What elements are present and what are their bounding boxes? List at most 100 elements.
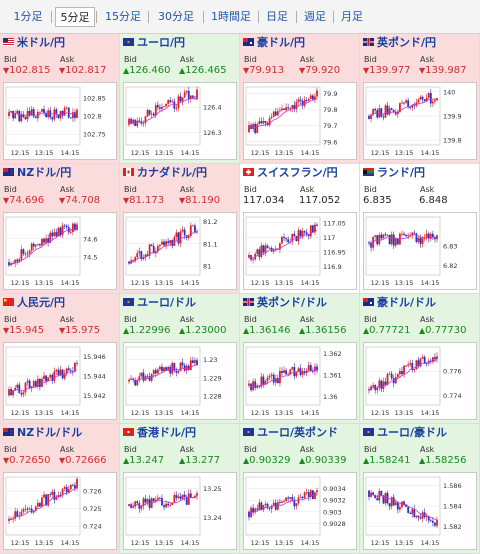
pair-name[interactable]: ユーロ/円: [137, 36, 186, 49]
nz-flag-icon: [3, 168, 14, 176]
chart-area[interactable]: 81.2 81.1 81 12:15 13:15 14:15: [123, 212, 237, 290]
chart-area[interactable]: 79.9 79.8 79.7 79.6 12:15 13:15 14:15: [243, 82, 357, 160]
candle-body: [28, 508, 31, 510]
rate-panel[interactable]: ランド/円 Bid Ask 6.835 6.848 6.83 6.82 12:15 13:15 1…: [360, 164, 480, 294]
candle-body: [41, 238, 43, 246]
pair-header[interactable]: 人民元/円: [3, 296, 117, 310]
chart-area[interactable]: 1.362 1.361 1.36 12:15 13:15 14:15: [243, 342, 357, 420]
pair-header[interactable]: 豪ドル/円: [243, 36, 357, 50]
chart-area[interactable]: 1.586 1.584 1.582 12:15 13:15 14:15: [363, 472, 477, 550]
chart-area[interactable]: 1.23 1.229 1.228 12:15 13:15 14:15: [123, 342, 237, 420]
pair-name[interactable]: カナダドル/円: [137, 166, 208, 179]
rate-panel[interactable]: 英ポンド/ドル Bid Ask ▲1.36146 ▲1.36156 1.362 1.361 1…: [240, 294, 360, 424]
rate-panel[interactable]: 人民元/円 Bid Ask ▼15.945 ▼15.975 15.946 15.944 15.…: [0, 294, 120, 424]
chart-area[interactable]: 126.4 126.3 12:15 13:15 14:15: [123, 82, 237, 160]
candle-body: [14, 259, 17, 264]
pair-name[interactable]: 豪ドル/ドル: [377, 296, 437, 309]
rate-panel[interactable]: 豪ドル/円 Bid Ask ▼79.913 ▼79.920 79.9 79.8 79.7 79.…: [240, 34, 360, 164]
pair-header[interactable]: 米ドル/円: [3, 36, 117, 50]
pair-header[interactable]: NZドル/ドル: [3, 426, 117, 440]
pair-header[interactable]: ユーロ/英ポンド: [243, 426, 357, 440]
rate-panel[interactable]: カナダドル/円 Bid Ask ▼81.173 ▼81.190 81.2 81.1 81 12:…: [120, 164, 240, 294]
pair-name[interactable]: 香港ドル/円: [137, 426, 197, 439]
bid-label: Bid: [364, 185, 377, 194]
pair-name[interactable]: NZドル/円: [17, 166, 72, 179]
bid-label: Bid: [4, 315, 17, 324]
candle-body: [69, 231, 72, 233]
chart-area[interactable]: 117.05 117 116.95 116.9 12:15 13:15 14:15: [243, 212, 357, 290]
candle-body: [175, 232, 178, 237]
candle-body: [185, 497, 188, 505]
tab-7[interactable]: 週足: [304, 10, 326, 23]
pair-header[interactable]: カナダドル/円: [123, 166, 237, 180]
pair-name[interactable]: 米ドル/円: [17, 36, 66, 49]
up-arrow-icon: ▲: [243, 326, 250, 335]
pair-name[interactable]: 人民元/円: [17, 296, 66, 309]
rate-panel[interactable]: NZドル/円 Bid Ask ▼74.696 ▼74.708 74.6 74.5 12:15 1…: [0, 164, 120, 294]
pair-header[interactable]: 英ポンド/円: [363, 36, 477, 50]
candle-body: [394, 502, 397, 506]
pair-header[interactable]: 英ポンド/ドル: [243, 296, 357, 310]
candle-body: [61, 225, 64, 236]
chart-area[interactable]: 0.726 0.725 0.724 12:15 13:15 14:15: [3, 472, 117, 550]
moving-average-line: [8, 227, 78, 266]
up-arrow-icon: ▲: [243, 456, 250, 465]
pair-name[interactable]: 英ポンド/円: [377, 36, 437, 49]
pair-name[interactable]: 豪ドル/円: [257, 36, 306, 49]
pair-header[interactable]: ユーロ/円: [123, 36, 237, 50]
rate-panel[interactable]: ユーロ/英ポンド Bid Ask ▲0.90329 ▲0.90339 0.9034 0.90…: [240, 424, 360, 554]
candle-body: [256, 508, 259, 510]
pair-header[interactable]: 香港ドル/円: [123, 426, 237, 440]
rate-panel[interactable]: ユーロ/豪ドル Bid Ask ▲1.58241 ▲1.58256 1.586 1.584 1…: [360, 424, 480, 554]
chart-area[interactable]: 15.946 15.944 15.942 12:15 13:15 14:15: [3, 342, 117, 420]
pair-header[interactable]: NZドル/円: [3, 166, 117, 180]
tab-5[interactable]: 1時間足: [211, 10, 251, 23]
candle-body: [413, 509, 416, 518]
chart-area[interactable]: 13.25 13.24 12:15 13:15 14:15: [123, 472, 237, 550]
chart-frame: [245, 86, 321, 146]
pair-header[interactable]: ランド/円: [363, 166, 477, 180]
bid-value: ▼15.945: [3, 325, 44, 336]
tab-8[interactable]: 月足: [341, 10, 363, 23]
chart-area[interactable]: 0.9034 0.9032 0.903 0.9028 12:15 13:15 14:15: [243, 472, 357, 550]
tab-4[interactable]: 30分足: [158, 10, 194, 23]
candle-body: [32, 109, 35, 117]
chart-area[interactable]: 0.776 0.774 12:15 13:15 14:15: [363, 342, 477, 420]
rate-panel[interactable]: スイスフラン/円 Bid Ask 117.034 117.052 117.05 117 116…: [240, 164, 360, 294]
x-tick-label: 13:15: [35, 539, 54, 547]
pair-name[interactable]: ランド/円: [377, 166, 426, 179]
chart-area[interactable]: 102.85 102.8 102.75 12:15 13:15 14:15: [3, 82, 117, 160]
tab-6[interactable]: 日足: [266, 10, 288, 23]
tab-2[interactable]: 5分足: [55, 7, 95, 27]
price-chart: 0.726 0.725 0.724 12:15 13:15 14:15: [5, 476, 102, 547]
pair-header[interactable]: ユーロ/ドル: [123, 296, 237, 310]
rate-panel[interactable]: 豪ドル/ドル Bid Ask ▲0.77721 ▲0.77730 0.776 0.774 12…: [360, 294, 480, 424]
candle-body: [76, 478, 78, 489]
tab-3[interactable]: 15分足: [105, 10, 141, 23]
candle-body: [41, 378, 43, 387]
pair-name[interactable]: NZドル/ドル: [17, 426, 83, 439]
rate-panel[interactable]: NZドル/ドル Bid Ask ▼0.72650 ▼0.72666 0.726 0.725 0…: [0, 424, 120, 554]
pair-header[interactable]: スイスフラン/円: [243, 166, 357, 180]
pair-header[interactable]: ユーロ/豪ドル: [363, 426, 477, 440]
candle-body: [252, 381, 255, 391]
rate-panel[interactable]: ユーロ/円 Bid Ask ▲126.460 ▲126.465 126.4 126.3 12:…: [120, 34, 240, 164]
chart-area[interactable]: 140 139.9 139.8 12:15 13:15 14:15: [363, 82, 477, 160]
tab-1[interactable]: 1分足: [13, 10, 43, 23]
candle-body: [194, 360, 196, 364]
chart-area[interactable]: 6.83 6.82 12:15 13:15 14:15: [363, 212, 477, 290]
pair-name[interactable]: ユーロ/英ポンド: [257, 426, 339, 439]
rate-panel[interactable]: 米ドル/円 Bid Ask ▼102.815 ▼102.817 102.85 102.8 10…: [0, 34, 120, 164]
pair-name[interactable]: スイスフラン/円: [257, 166, 338, 179]
candle-body: [142, 372, 145, 381]
chart-area[interactable]: 74.6 74.5 12:15 13:15 14:15: [3, 212, 117, 290]
rate-panel[interactable]: 英ポンド/円 Bid Ask ▼139.977 ▼139.987 140 139.9 139.…: [360, 34, 480, 164]
rate-panel[interactable]: ユーロ/ドル Bid Ask ▲1.22996 ▲1.23000 1.23 1.229 1.2…: [120, 294, 240, 424]
pair-name[interactable]: ユーロ/豪ドル: [377, 426, 448, 439]
pair-name[interactable]: ユーロ/ドル: [137, 296, 197, 309]
y-tick-label: 13.25: [203, 485, 222, 493]
pair-header[interactable]: 豪ドル/ドル: [363, 296, 477, 310]
rate-panel[interactable]: 香港ドル/円 Bid Ask ▲13.247 ▲13.277 13.25 13.24 12:1…: [120, 424, 240, 554]
pair-name[interactable]: 英ポンド/ドル: [257, 296, 328, 309]
x-tick-label: 12:15: [11, 149, 30, 157]
